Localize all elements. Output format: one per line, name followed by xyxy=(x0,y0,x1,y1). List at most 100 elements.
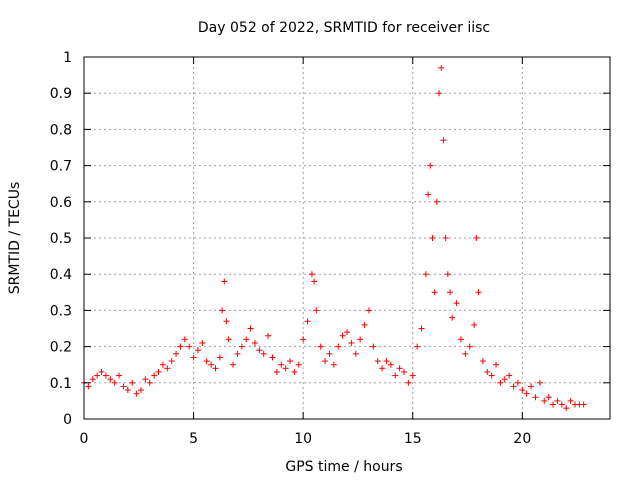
data-point xyxy=(387,361,394,368)
data-points xyxy=(81,64,587,412)
x-tick-label: 10 xyxy=(294,431,312,447)
data-point xyxy=(85,383,92,390)
data-point xyxy=(361,321,368,328)
data-point xyxy=(563,405,570,412)
data-point xyxy=(221,278,228,285)
data-point xyxy=(124,387,131,394)
y-tick-label: 0.1 xyxy=(50,376,72,392)
data-point xyxy=(133,390,140,397)
data-point xyxy=(374,358,381,365)
y-tick-label: 0.6 xyxy=(50,195,72,211)
data-point xyxy=(473,235,480,241)
y-tick-label: 1 xyxy=(63,50,72,66)
data-point xyxy=(379,365,386,372)
x-tick-label: 15 xyxy=(404,431,422,447)
data-point xyxy=(111,379,118,386)
data-point xyxy=(251,339,258,346)
data-point xyxy=(580,401,587,408)
axis-ticks: 00.10.20.30.40.50.60.70.80.910 5 10 15 20 xyxy=(50,50,610,447)
data-point xyxy=(278,361,285,368)
data-point xyxy=(436,90,443,97)
data-point xyxy=(422,271,429,278)
y-tick-label: 0.7 xyxy=(50,159,72,175)
data-point xyxy=(273,368,280,375)
data-point xyxy=(142,376,149,383)
data-point xyxy=(344,329,350,336)
data-point xyxy=(449,314,456,321)
data-point xyxy=(313,307,320,314)
data-point xyxy=(352,350,359,357)
data-point xyxy=(177,343,184,350)
data-point xyxy=(203,358,210,365)
data-point xyxy=(365,307,372,314)
y-tick-label: 0.3 xyxy=(50,303,72,319)
data-point xyxy=(545,394,552,401)
y-tick-label: 0.8 xyxy=(50,122,72,138)
data-point xyxy=(282,365,289,372)
data-point xyxy=(383,358,390,365)
data-point xyxy=(519,387,526,394)
data-point xyxy=(348,339,355,346)
data-point xyxy=(199,339,206,346)
data-point xyxy=(409,372,416,379)
data-point xyxy=(146,379,153,386)
data-point xyxy=(190,354,197,361)
data-point xyxy=(186,343,193,350)
data-point xyxy=(181,336,188,343)
data-point xyxy=(129,379,136,386)
chart-title: Day 052 of 2022, SRMTID for receiver iis… xyxy=(198,20,490,36)
data-point xyxy=(475,289,482,296)
data-point xyxy=(523,390,530,397)
data-point xyxy=(370,343,377,350)
data-point xyxy=(216,354,223,361)
x-tick-label: 5 xyxy=(189,431,198,447)
data-point xyxy=(116,372,123,379)
data-point xyxy=(137,387,144,394)
data-point xyxy=(433,198,440,205)
data-point xyxy=(94,372,101,379)
data-point xyxy=(287,358,294,365)
data-point xyxy=(528,383,535,390)
x-tick-label: 20 xyxy=(513,431,531,447)
data-point xyxy=(429,235,436,241)
data-point xyxy=(339,332,346,339)
data-point xyxy=(444,271,451,278)
data-point xyxy=(256,347,263,354)
data-point xyxy=(269,354,276,361)
data-point xyxy=(438,64,445,71)
data-point xyxy=(107,376,114,383)
data-point xyxy=(265,332,272,339)
data-point xyxy=(532,394,539,401)
data-point xyxy=(317,343,324,350)
data-point xyxy=(514,379,521,386)
data-point xyxy=(234,350,241,357)
data-point xyxy=(335,343,342,350)
data-point xyxy=(554,397,561,404)
data-point xyxy=(291,368,298,375)
data-point xyxy=(102,372,109,379)
data-point xyxy=(405,379,412,386)
data-point xyxy=(425,191,432,198)
data-point xyxy=(558,401,565,408)
data-point xyxy=(308,271,315,278)
data-point xyxy=(247,325,254,332)
data-point xyxy=(311,278,318,285)
data-point xyxy=(295,361,302,368)
y-tick-label: 0.5 xyxy=(50,231,72,247)
data-point xyxy=(230,361,237,368)
data-point xyxy=(400,368,407,375)
data-point xyxy=(466,343,473,350)
data-point xyxy=(440,137,447,144)
data-point xyxy=(453,300,460,307)
data-point xyxy=(223,318,230,325)
data-point xyxy=(159,361,166,368)
data-point xyxy=(155,368,162,375)
data-point xyxy=(322,358,329,365)
data-point xyxy=(260,350,267,357)
data-point xyxy=(442,235,449,241)
data-point xyxy=(225,336,232,343)
y-tick-label: 0.2 xyxy=(50,340,72,356)
data-point xyxy=(479,358,486,365)
data-point xyxy=(506,372,513,379)
data-point xyxy=(488,372,495,379)
